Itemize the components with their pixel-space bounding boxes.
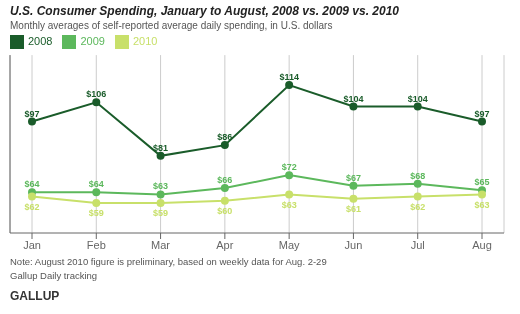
svg-text:$68: $68 xyxy=(410,171,425,181)
svg-text:$72: $72 xyxy=(282,162,297,172)
html-text:2008: 2008 xyxy=(28,35,53,47)
svg-text:$62: $62 xyxy=(24,202,39,212)
html-text:Monthly averages of self-repor: Monthly averages of self-reported averag… xyxy=(10,20,333,31)
svg-text:$104: $104 xyxy=(408,94,428,104)
svg-text:$59: $59 xyxy=(153,208,168,218)
html-text:Gallup Daily tracking: Gallup Daily tracking xyxy=(10,270,98,281)
svg-text:$63: $63 xyxy=(474,200,489,210)
svg-text:May: May xyxy=(279,239,300,251)
svg-text:$66: $66 xyxy=(217,175,232,185)
svg-text:Mar: Mar xyxy=(151,239,170,251)
svg-text:Jun: Jun xyxy=(345,239,363,251)
html-text:2010: 2010 xyxy=(133,35,158,47)
svg-text:$104: $104 xyxy=(343,94,363,104)
html-text:2009: 2009 xyxy=(80,35,105,47)
svg-text:$62: $62 xyxy=(410,202,425,212)
svg-text:$60: $60 xyxy=(217,206,232,216)
svg-text:$65: $65 xyxy=(474,177,489,187)
svg-text:$106: $106 xyxy=(86,89,106,99)
svg-text:$59: $59 xyxy=(89,208,104,218)
svg-text:Aug: Aug xyxy=(472,239,492,251)
svg-text:$86: $86 xyxy=(217,132,232,142)
svg-text:$64: $64 xyxy=(24,179,39,189)
svg-text:Jul: Jul xyxy=(411,239,425,251)
svg-text:$67: $67 xyxy=(346,173,361,183)
svg-text:$63: $63 xyxy=(153,181,168,191)
svg-text:$114: $114 xyxy=(279,72,299,82)
html-text:U.S. Consumer Spending, Januar: U.S. Consumer Spending, January to Augus… xyxy=(10,4,399,18)
svg-text:Feb: Feb xyxy=(87,239,106,251)
html-text:GALLUP: GALLUP xyxy=(10,289,60,303)
svg-text:$97: $97 xyxy=(24,109,39,119)
svg-text:$63: $63 xyxy=(282,200,297,210)
svg-text:Jan: Jan xyxy=(23,239,41,251)
svg-text:$97: $97 xyxy=(474,109,489,119)
svg-text:$61: $61 xyxy=(346,204,361,214)
svg-text:Apr: Apr xyxy=(216,239,233,251)
svg-text:$81: $81 xyxy=(153,143,168,153)
svg-text:$64: $64 xyxy=(89,179,104,189)
html-text:Note: August 2010 figure is pr: Note: August 2010 figure is preliminary,… xyxy=(10,256,327,267)
